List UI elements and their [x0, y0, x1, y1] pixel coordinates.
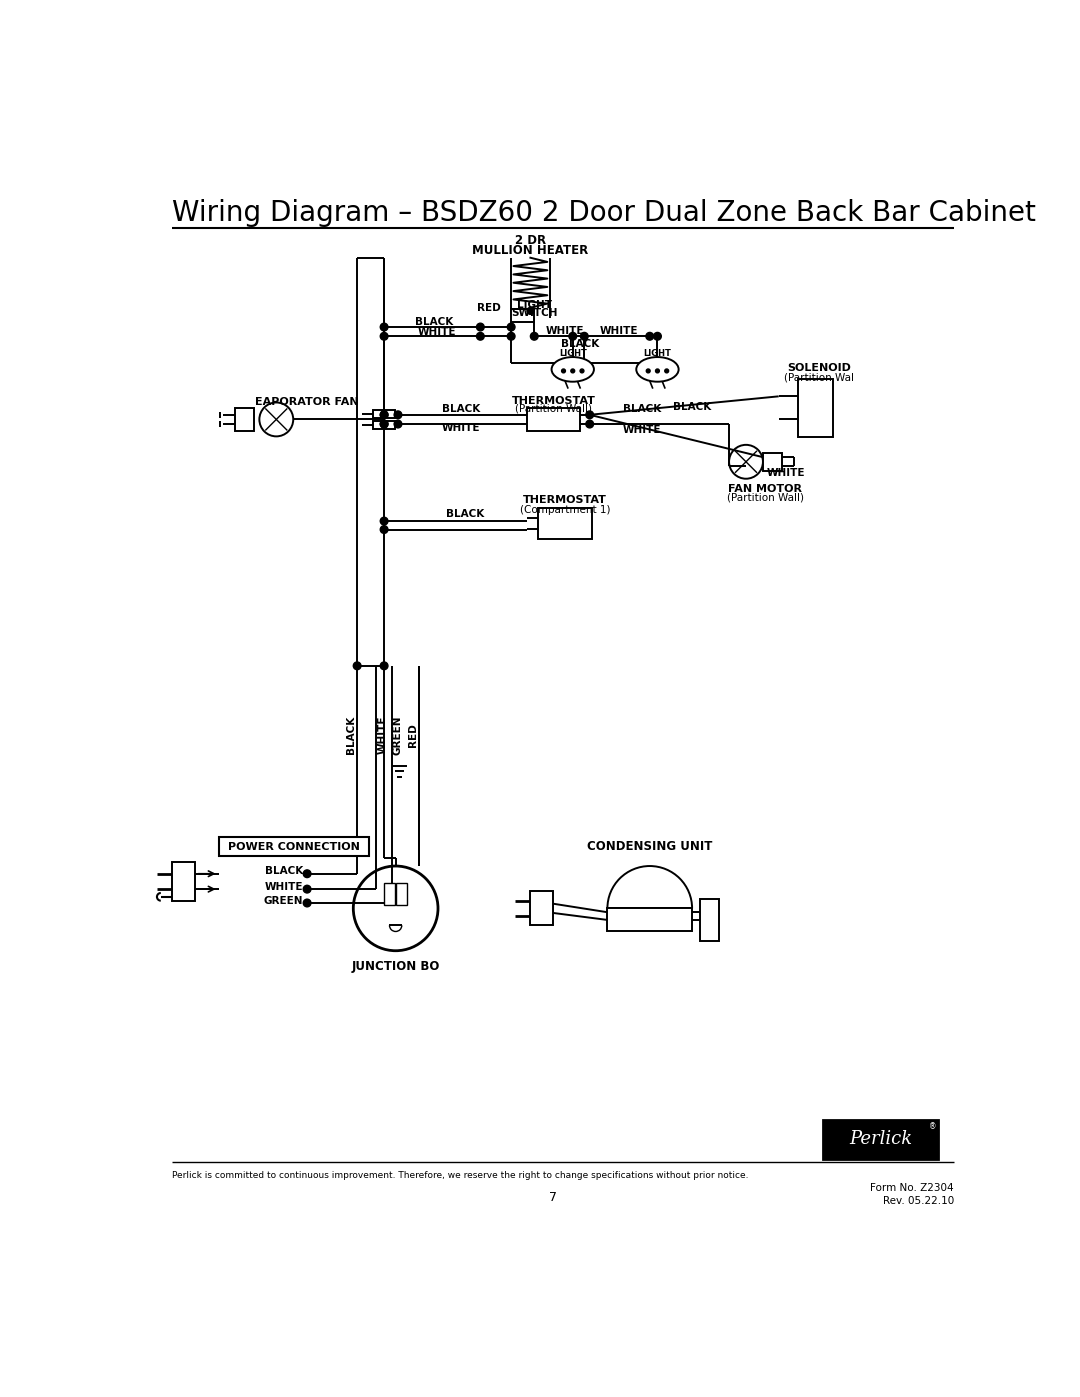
Text: WHITE: WHITE: [442, 423, 481, 433]
Text: 7: 7: [550, 1190, 557, 1204]
Text: WHITE: WHITE: [378, 715, 388, 754]
Circle shape: [380, 411, 388, 419]
FancyBboxPatch shape: [538, 509, 592, 539]
Text: LIGHT: LIGHT: [644, 349, 672, 359]
FancyBboxPatch shape: [218, 837, 368, 856]
Circle shape: [580, 332, 589, 339]
Text: WHITE: WHITE: [265, 882, 303, 891]
Text: GREEN: GREEN: [393, 715, 403, 754]
Text: EAPORATOR FAN: EAPORATOR FAN: [255, 398, 359, 408]
Text: (Partition Wall): (Partition Wall): [727, 493, 804, 503]
FancyBboxPatch shape: [762, 453, 782, 471]
Circle shape: [380, 517, 388, 525]
Text: THERMOSTAT: THERMOSTAT: [523, 496, 607, 506]
FancyBboxPatch shape: [374, 411, 395, 418]
Circle shape: [353, 662, 361, 669]
Circle shape: [569, 332, 577, 339]
Text: Rev. 05.22.10: Rev. 05.22.10: [882, 1196, 954, 1206]
Text: LIGHT: LIGHT: [516, 300, 552, 310]
Text: BLACK: BLACK: [415, 317, 454, 327]
FancyBboxPatch shape: [384, 883, 395, 904]
Circle shape: [303, 900, 311, 907]
Circle shape: [646, 332, 653, 339]
FancyBboxPatch shape: [511, 309, 535, 323]
Circle shape: [653, 332, 661, 339]
Circle shape: [530, 332, 538, 339]
Circle shape: [527, 307, 534, 314]
Text: SOLENOID: SOLENOID: [787, 363, 851, 373]
Circle shape: [380, 420, 388, 427]
Circle shape: [585, 420, 594, 427]
Text: SWITCH: SWITCH: [511, 309, 557, 319]
FancyBboxPatch shape: [234, 408, 254, 432]
Circle shape: [394, 420, 402, 427]
FancyBboxPatch shape: [530, 891, 553, 925]
Text: WHITE: WHITE: [623, 425, 661, 436]
Text: CONDENSING UNIT: CONDENSING UNIT: [588, 840, 713, 854]
Text: BLACK: BLACK: [446, 509, 484, 520]
Text: (Partition Wal: (Partition Wal: [784, 372, 854, 383]
Circle shape: [585, 411, 594, 419]
Circle shape: [646, 369, 650, 373]
Circle shape: [665, 369, 669, 373]
Text: POWER CONNECTION: POWER CONNECTION: [228, 842, 360, 852]
Text: RED: RED: [477, 303, 501, 313]
Ellipse shape: [552, 358, 594, 381]
Text: BLACK: BLACK: [265, 866, 303, 876]
Circle shape: [508, 332, 515, 339]
Text: (Compartment 1): (Compartment 1): [519, 504, 610, 514]
Circle shape: [380, 411, 388, 419]
Text: 2 DR: 2 DR: [515, 235, 546, 247]
Circle shape: [380, 332, 388, 339]
Text: (Partition Wall): (Partition Wall): [515, 404, 592, 414]
Circle shape: [303, 886, 311, 893]
Text: GREEN: GREEN: [264, 895, 303, 905]
Text: Perlick is committed to continuous improvement. Therefore, we reserve the right : Perlick is committed to continuous impro…: [173, 1171, 748, 1180]
Text: Perlick: Perlick: [849, 1130, 913, 1148]
FancyBboxPatch shape: [700, 898, 719, 942]
Text: Form No. Z2304: Form No. Z2304: [870, 1183, 954, 1193]
Text: RED: RED: [407, 724, 418, 747]
Text: WHITE: WHITE: [767, 468, 806, 478]
Circle shape: [303, 870, 311, 877]
Text: WHITE: WHITE: [599, 326, 638, 335]
Circle shape: [380, 525, 388, 534]
Circle shape: [476, 323, 484, 331]
Text: ®: ®: [929, 1122, 936, 1130]
Text: Wiring Diagram – BSDZ60 2 Door Dual Zone Back Bar Cabinet: Wiring Diagram – BSDZ60 2 Door Dual Zone…: [173, 198, 1036, 228]
Text: WHITE: WHITE: [417, 327, 456, 337]
FancyBboxPatch shape: [798, 379, 833, 437]
Text: BLACK: BLACK: [673, 402, 712, 412]
Text: FAN MOTOR: FAN MOTOR: [728, 483, 802, 493]
Circle shape: [380, 323, 388, 331]
Circle shape: [380, 420, 388, 427]
Circle shape: [571, 369, 575, 373]
Text: BLACK: BLACK: [346, 717, 356, 754]
Circle shape: [476, 332, 484, 339]
Text: LIGHT: LIGHT: [558, 349, 586, 359]
Text: BLACK: BLACK: [442, 404, 481, 414]
Ellipse shape: [636, 358, 678, 381]
FancyBboxPatch shape: [396, 883, 407, 904]
Text: THERMOSTAT: THERMOSTAT: [512, 395, 595, 407]
Text: BLACK: BLACK: [562, 339, 599, 349]
Circle shape: [508, 323, 515, 331]
Circle shape: [580, 369, 584, 373]
Text: MULLION HEATER: MULLION HEATER: [472, 243, 589, 257]
Text: JUNCTION BO: JUNCTION BO: [351, 960, 440, 972]
Circle shape: [656, 369, 660, 373]
FancyBboxPatch shape: [607, 908, 692, 932]
FancyBboxPatch shape: [374, 420, 395, 429]
Circle shape: [562, 369, 566, 373]
FancyBboxPatch shape: [527, 408, 580, 432]
Text: BLACK: BLACK: [623, 404, 661, 414]
FancyBboxPatch shape: [173, 862, 195, 901]
Circle shape: [380, 662, 388, 669]
Text: WHITE: WHITE: [545, 326, 584, 335]
FancyBboxPatch shape: [823, 1120, 939, 1158]
Circle shape: [394, 411, 402, 419]
